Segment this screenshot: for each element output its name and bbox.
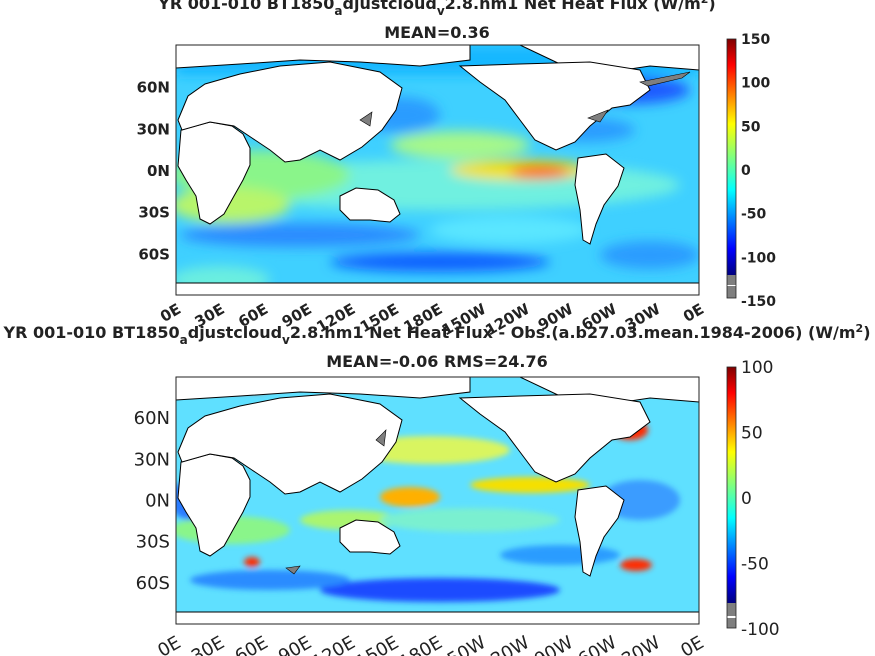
y-tick-label: 30S <box>138 204 170 222</box>
x-tick-label: 60E <box>231 632 271 656</box>
top-colorbar <box>727 39 736 275</box>
colorbar-tick-label: 150 <box>741 32 770 48</box>
top-subtitle: MEAN=0.36 <box>384 23 490 42</box>
bottom-title: YR 001-010 BT1850adjustcloudv2.8.hm1 Net… <box>3 322 871 347</box>
top-map: YR 001-010 BT1850adjustcloudv2.8.hm1 Net… <box>137 0 777 339</box>
y-tick-label: 60S <box>136 573 170 594</box>
x-tick-label: 90E <box>275 632 315 656</box>
x-tick-label: 90W <box>531 632 577 656</box>
y-tick-label: 30N <box>137 120 170 138</box>
colorbar-tick-label: 0 <box>741 489 752 509</box>
y-tick-label: 60N <box>137 79 170 97</box>
top-colorbar-missing <box>727 275 736 285</box>
colorbar-tick-label: 100 <box>741 358 773 378</box>
bottom-subtitle: MEAN=-0.06 RMS=24.76 <box>326 352 548 371</box>
x-tick-label: 0E <box>677 632 707 656</box>
bottom-axes-frame <box>175 376 700 625</box>
y-tick-label: 30S <box>136 532 170 553</box>
y-tick-label: 60N <box>134 408 170 429</box>
x-tick-label: 30W <box>618 632 664 656</box>
colorbar-tick-label: 50 <box>741 119 761 135</box>
y-tick-label: 0N <box>145 491 170 512</box>
colorbar-tick-label: -50 <box>741 555 769 575</box>
x-tick-label: 120E <box>309 632 359 656</box>
x-tick-label: 180E <box>396 632 446 656</box>
top-colorbar-ticks: 150 100 50 0 -50 -100 -150 <box>741 32 776 310</box>
colorbar-tick-label: -100 <box>741 620 780 640</box>
bottom-colorbar <box>727 367 736 603</box>
bottom-y-ticks: 60N 30N 0N 30S 60S <box>134 408 170 594</box>
colorbar-tick-label: -50 <box>741 207 767 223</box>
colorbar-tick-label: 100 <box>741 76 770 92</box>
bottom-colorbar-ticks: 100 50 0 -50 -100 <box>741 358 780 640</box>
top-y-ticks: 60N 30N 0N 30S 60S <box>137 79 170 264</box>
y-tick-label: 30N <box>134 449 170 470</box>
colorbar-tick-label: -150 <box>741 294 776 310</box>
bottom-colorbar-missing <box>727 603 736 616</box>
bottom-field <box>176 377 699 624</box>
colorbar-tick-label: 0 <box>741 163 751 179</box>
y-tick-label: 0N <box>147 162 170 180</box>
x-tick-label: 150E <box>352 632 402 656</box>
x-tick-label: 0E <box>157 300 184 326</box>
x-tick-label: 0E <box>680 300 707 326</box>
bottom-x-ticks: 0E 30E 60E 90E120E150E180E150W120W90W60W30W… <box>154 632 707 656</box>
colorbar-tick-label: -100 <box>741 250 776 266</box>
top-axes-frame <box>175 44 700 296</box>
colorbar-tick-label: 50 <box>741 424 763 444</box>
x-tick-label: 0E <box>154 632 184 656</box>
x-tick-label: 30E <box>188 632 228 656</box>
y-tick-label: 60S <box>138 245 170 263</box>
top-title: YR 001-010 BT1850adjustcloudv2.8.hm1 Net… <box>157 0 715 18</box>
x-tick-label: 60W <box>575 632 621 656</box>
top-field <box>176 45 699 295</box>
bottom-map: YR 001-010 BT1850adjustcloudv2.8.hm1 Net… <box>3 322 871 656</box>
